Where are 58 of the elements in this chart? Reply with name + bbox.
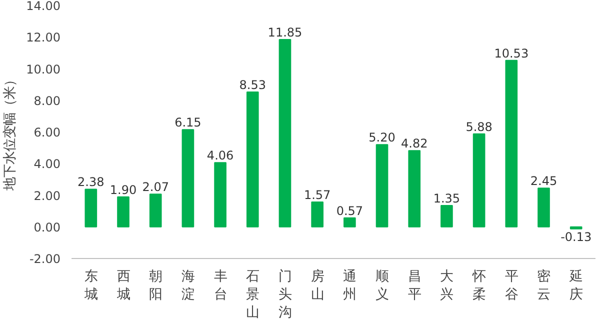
y-tick-label: 6.00	[34, 126, 60, 140]
x-tick-label: 顺义	[376, 270, 389, 302]
x-tick-label: 怀柔	[472, 270, 486, 302]
bar	[376, 144, 388, 228]
y-tick-label: 10.00	[26, 62, 61, 76]
bar	[344, 217, 356, 228]
x-tick-label: 海淀	[181, 270, 194, 302]
x-tick-label: 昌平	[408, 270, 421, 302]
x-tick-label: 东城	[83, 270, 98, 302]
x-tick-label: 密云	[537, 270, 550, 302]
data-label: 11.85	[268, 25, 302, 40]
data-label: 4.06	[206, 148, 234, 163]
x-tick-label: 石景山	[246, 270, 260, 320]
x-tick-label: 通州	[343, 270, 356, 302]
y-tick-label: 14.00	[26, 0, 61, 13]
bar	[149, 194, 162, 228]
data-label: 4.82	[401, 136, 428, 151]
y-tick-label: -2.00	[29, 252, 61, 266]
bar	[84, 188, 98, 228]
data-label: 1.57	[304, 188, 331, 202]
y-axis-title: 地下水位变幅（米）	[3, 74, 18, 192]
data-label: 5.88	[466, 120, 492, 134]
x-tick-label: 朝阳	[149, 270, 162, 302]
x-tick-label: 西城	[116, 270, 130, 302]
x-tick-label: 大兴	[440, 270, 454, 302]
x-tick-label: 房山	[310, 268, 324, 302]
y-tick-label: 0.00	[34, 220, 60, 234]
y-tick-label: 12.00	[26, 30, 61, 45]
bar	[408, 150, 421, 228]
bar	[278, 38, 292, 228]
x-tick-label: 门头沟	[278, 268, 292, 320]
y-tick-label: 8.00	[34, 94, 60, 108]
bar	[472, 133, 486, 228]
bar	[246, 91, 259, 228]
data-label: 0.57	[336, 204, 364, 218]
bar	[570, 226, 582, 230]
bar	[440, 205, 453, 228]
bar	[214, 162, 226, 228]
bar	[505, 60, 518, 228]
data-label: 2.38	[78, 175, 104, 190]
data-label: 1.35	[433, 192, 460, 206]
x-tick-label: 延庆	[568, 270, 583, 302]
bar	[117, 196, 130, 228]
data-label: 1.90	[110, 182, 137, 197]
data-label: 2.07	[142, 180, 169, 194]
data-label: 10.53	[494, 46, 529, 60]
y-tick-label: 2.00	[34, 188, 60, 203]
y-tick-label: 4.00	[34, 157, 60, 172]
bar	[182, 129, 194, 228]
x-tick-label: 平谷	[504, 270, 518, 302]
bar	[538, 188, 550, 228]
data-label: 8.53	[239, 78, 266, 92]
data-label: 5.20	[368, 130, 396, 145]
bar	[311, 202, 324, 228]
data-label: 6.15	[174, 116, 202, 130]
data-label: 2.45	[530, 174, 558, 188]
x-tick-label: 丰台	[214, 270, 227, 302]
data-label: -0.13	[560, 230, 592, 244]
